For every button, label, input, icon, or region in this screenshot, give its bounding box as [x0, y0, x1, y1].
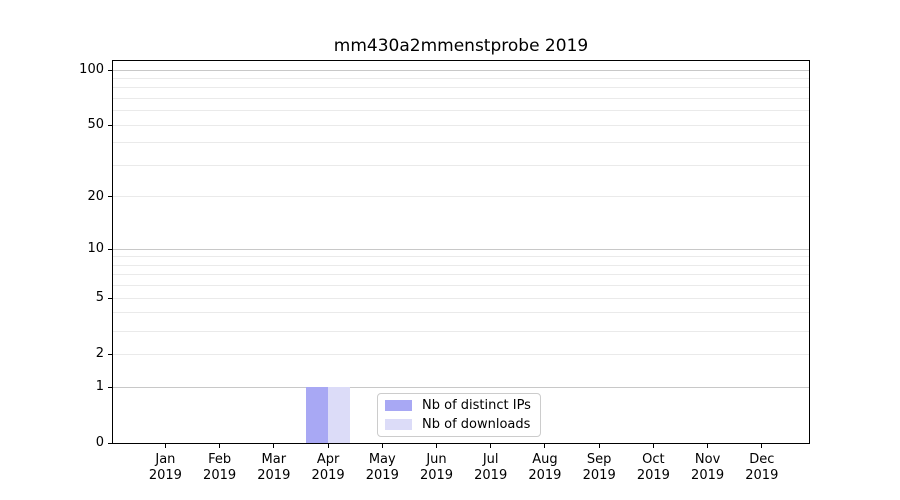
y-gridline-minor [113, 274, 809, 276]
x-tick-label: May 2019 [365, 452, 399, 483]
y-gridline-minor [113, 353, 809, 355]
x-tick [761, 444, 763, 448]
x-tick-label: Jul 2019 [474, 452, 508, 483]
bar-nb-of-downloads [328, 387, 350, 443]
x-tick-label: Sep 2019 [582, 452, 616, 483]
y-tick [108, 353, 112, 355]
legend-label-distinct-ips: Nb of distinct IPs [422, 398, 531, 413]
y-gridline-minor [113, 196, 809, 198]
x-tick-label: Nov 2019 [691, 452, 725, 483]
legend-swatch-downloads-icon [385, 419, 412, 430]
y-tick-label: 20 [87, 188, 104, 204]
x-tick [436, 444, 437, 448]
y-gridline-minor [113, 124, 809, 126]
y-tick-label: 2 [95, 346, 104, 362]
x-tick-label: Apr 2019 [311, 452, 345, 483]
bar-nb-of-distinct-ips [306, 387, 329, 443]
y-tick-label: 5 [95, 290, 104, 306]
legend-swatch-distinct-ips-icon [385, 400, 412, 411]
x-tick [164, 444, 166, 448]
x-tick [707, 444, 709, 448]
y-gridline-major [113, 386, 809, 388]
y-gridline-minor [113, 87, 809, 89]
y-tick-label: 50 [87, 117, 104, 133]
y-gridline-minor [113, 285, 809, 287]
x-tick [219, 444, 221, 448]
x-tick-label: Dec 2019 [745, 452, 779, 483]
y-gridline-minor [113, 165, 809, 166]
y-tick [108, 196, 112, 198]
y-gridline-major [113, 248, 809, 250]
legend-item-downloads: Nb of downloads [385, 417, 540, 432]
y-gridline-minor [113, 312, 809, 314]
x-tick [490, 444, 492, 448]
x-tick [381, 444, 383, 448]
x-tick [652, 444, 654, 448]
y-gridline-minor [113, 110, 809, 112]
x-tick-label: Jan 2019 [148, 452, 182, 483]
y-gridline-minor [113, 264, 809, 266]
legend: Nb of distinct IPs Nb of downloads [377, 393, 541, 437]
y-tick-label: 1 [95, 379, 104, 394]
x-tick-label: Feb 2019 [203, 452, 237, 483]
x-tick [544, 444, 546, 448]
y-tick-label: 10 [87, 241, 104, 257]
y-tick-label: 100 [79, 62, 104, 77]
chart-title: mm430a2mmenstprobe 2019 [333, 36, 589, 56]
y-gridline-minor [113, 142, 809, 144]
x-tick-label: Aug 2019 [528, 452, 562, 483]
y-gridline-minor [113, 330, 809, 332]
y-tick [108, 386, 112, 388]
x-tick-label: Oct 2019 [636, 452, 670, 483]
y-tick-label: 0 [95, 435, 104, 450]
y-gridline-minor [113, 256, 809, 258]
plot-area [112, 60, 810, 444]
legend-item-distinct-ips: Nb of distinct IPs [385, 398, 540, 413]
y-gridline-minor [113, 297, 809, 299]
y-tick [108, 442, 112, 444]
x-tick [327, 444, 329, 448]
x-tick-label: Mar 2019 [257, 452, 291, 483]
x-tick-label: Jun 2019 [419, 452, 454, 483]
x-tick [598, 444, 600, 448]
y-tick [108, 297, 112, 299]
y-tick [108, 248, 112, 250]
y-gridline-minor [113, 98, 809, 99]
y-gridline-major [113, 69, 809, 71]
legend-label-downloads: Nb of downloads [422, 417, 531, 432]
y-gridline-minor [113, 77, 809, 79]
y-tick [108, 124, 112, 126]
x-tick [273, 444, 275, 448]
y-tick [108, 69, 112, 71]
